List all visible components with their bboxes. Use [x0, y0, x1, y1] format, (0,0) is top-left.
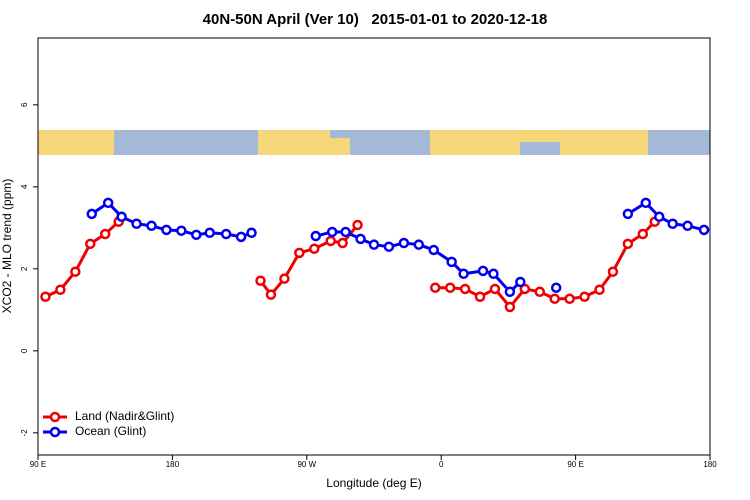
point — [640, 197, 652, 209]
point — [279, 273, 290, 284]
x-axis-label: Longitude (deg E) — [326, 476, 421, 490]
point — [579, 291, 590, 302]
series-line — [90, 200, 705, 294]
point — [515, 276, 526, 288]
point — [265, 289, 277, 300]
point — [204, 227, 215, 239]
y-tick-label: 6 — [20, 102, 29, 107]
point — [326, 226, 338, 238]
legend: Land (Nadir&Glint)Ocean (Glint) — [43, 409, 174, 438]
point — [474, 291, 486, 302]
point — [428, 244, 439, 256]
point — [337, 237, 348, 249]
point — [534, 286, 546, 298]
point — [191, 229, 202, 241]
point — [86, 208, 98, 220]
point — [176, 225, 187, 236]
point — [340, 226, 351, 238]
y-tick-label: 0 — [20, 348, 29, 353]
land-band — [38, 130, 114, 155]
point — [607, 266, 619, 277]
point — [355, 233, 366, 245]
point — [146, 220, 157, 232]
point — [310, 230, 322, 242]
ocean-band — [520, 142, 560, 155]
point — [550, 282, 562, 293]
point — [398, 237, 410, 249]
y-tick-label: -2 — [20, 429, 29, 437]
x-tick-label: 90 E — [567, 460, 583, 469]
point — [477, 265, 489, 277]
point — [383, 241, 395, 252]
point — [40, 291, 51, 302]
point — [698, 224, 710, 236]
point — [255, 275, 266, 286]
point — [413, 239, 425, 250]
point — [161, 224, 172, 236]
point — [653, 211, 665, 223]
point — [116, 211, 127, 223]
point — [325, 235, 336, 247]
legend-marker — [49, 411, 61, 423]
plot-frame — [37, 37, 711, 456]
y-axis-label: XCO2 - MLO trend (ppm) — [0, 179, 14, 314]
x-tick-label: 180 — [166, 460, 180, 469]
x-tick-label: 180 — [703, 460, 717, 469]
point — [309, 243, 320, 255]
point — [622, 208, 634, 220]
point — [458, 268, 469, 280]
x-tick-label: 0 — [439, 460, 444, 469]
point — [682, 220, 693, 232]
point — [564, 293, 575, 305]
point — [429, 282, 441, 293]
point — [368, 239, 380, 250]
point — [352, 219, 363, 231]
map-strip — [38, 130, 710, 155]
y-tick-label: 2 — [20, 266, 29, 271]
point — [220, 228, 232, 240]
point — [489, 283, 501, 295]
point — [488, 268, 499, 280]
point — [446, 256, 457, 268]
x-tick-label: 90 W — [297, 460, 316, 469]
point — [622, 238, 634, 250]
point — [504, 301, 516, 313]
point — [294, 247, 305, 259]
point — [667, 218, 678, 229]
point — [459, 283, 471, 295]
point — [444, 282, 456, 293]
ocean-band — [330, 130, 360, 138]
chart-title: 40N-50N April (Ver 10) 2015-01-01 to 202… — [203, 11, 548, 28]
point — [594, 284, 605, 296]
point — [519, 283, 531, 295]
y-tick-label: 4 — [20, 184, 29, 189]
point — [504, 286, 516, 298]
legend-label: Land (Nadir&Glint) — [75, 409, 174, 423]
point — [637, 228, 649, 240]
point — [70, 266, 81, 277]
point — [55, 284, 66, 296]
point — [85, 238, 96, 250]
x-tick-label: 90 E — [30, 460, 46, 469]
point — [131, 218, 142, 229]
point — [102, 197, 114, 209]
legend-label: Ocean (Glint) — [75, 424, 146, 438]
point — [235, 231, 247, 243]
point — [549, 293, 560, 305]
point — [246, 227, 257, 239]
legend-marker — [49, 426, 61, 438]
point — [99, 228, 111, 240]
